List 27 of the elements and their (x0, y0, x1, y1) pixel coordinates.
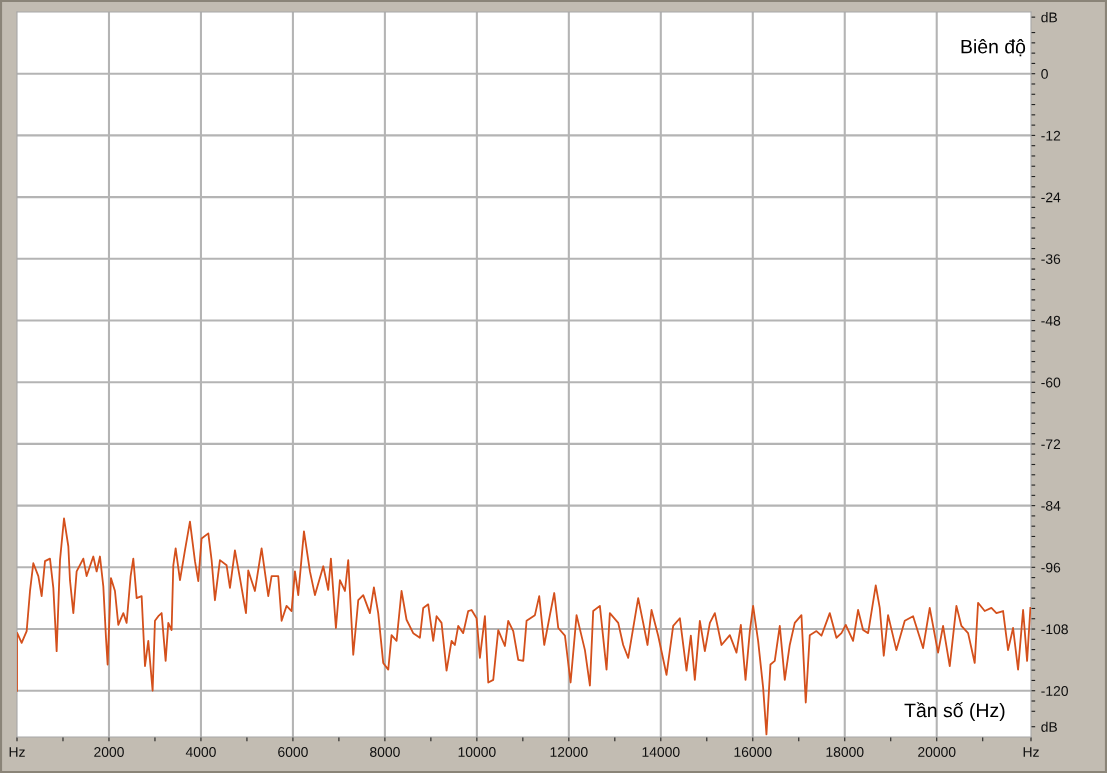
x-tick-label: 10000 (458, 747, 496, 757)
y-axis-title: Biên độ (961, 39, 1026, 57)
y-tick-label: -36 (1041, 254, 1061, 264)
x-tick-label: 2000 (94, 747, 124, 757)
x-axis-title: Tần số (Hz) (904, 702, 1005, 722)
y-tick-label: 0 (1041, 69, 1048, 79)
x-tick-label: Hz (9, 747, 25, 757)
x-tick-label: 8000 (370, 747, 400, 757)
y-tick-label: -12 (1041, 130, 1061, 141)
y-tick-label: -108 (1041, 624, 1068, 635)
x-tick-label: 20000 (918, 747, 956, 757)
x-tick-label: 18000 (826, 747, 864, 757)
y-tick-label: -84 (1041, 500, 1061, 511)
y-tick-label: -72 (1041, 439, 1061, 449)
x-tick-label: Hz (1023, 747, 1039, 757)
y-tick-label: dB (1041, 721, 1057, 732)
y-tick-label: -60 (1041, 377, 1061, 388)
y-tick-label: -120 (1041, 686, 1068, 696)
x-tick-label: 12000 (550, 747, 588, 757)
y-tick-label: -96 (1041, 562, 1061, 573)
x-tick-label: 6000 (278, 747, 308, 757)
y-tick-label: dB (1041, 12, 1057, 23)
x-tick-label: 16000 (734, 747, 772, 757)
x-tick-label: 4000 (185, 747, 216, 757)
y-tick-label: -24 (1041, 192, 1061, 203)
y-tick-label: -48 (1041, 315, 1061, 326)
x-tick-label: 14000 (642, 747, 680, 757)
